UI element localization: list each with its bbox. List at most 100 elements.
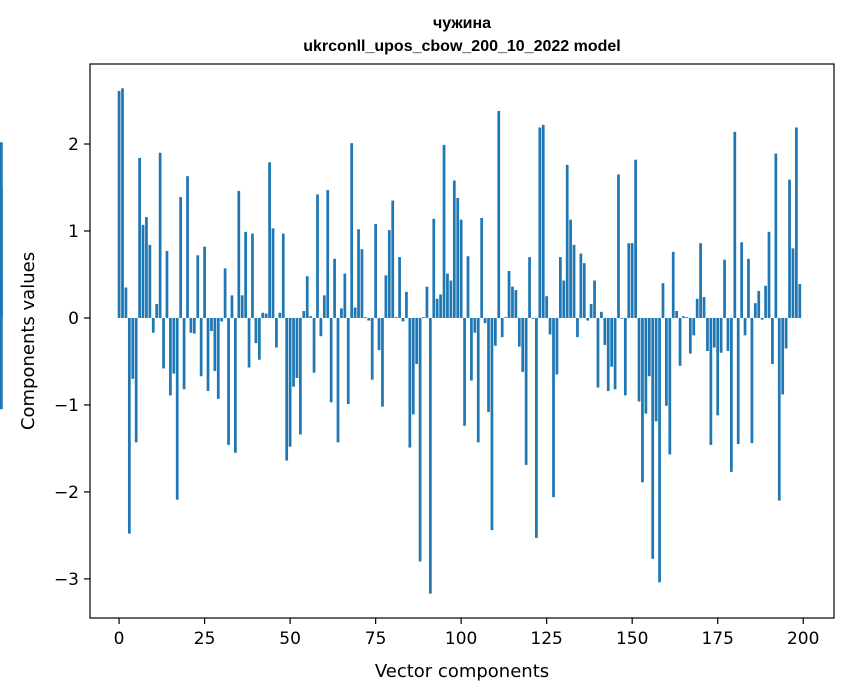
bar — [199, 317, 203, 377]
bar — [456, 197, 460, 318]
bar — [295, 317, 299, 378]
bar — [364, 317, 367, 318]
bar — [127, 317, 131, 534]
x-axis-label: Vector components — [375, 661, 549, 682]
bar — [189, 317, 193, 333]
bar — [562, 280, 566, 318]
bar — [487, 317, 490, 412]
bar — [493, 317, 497, 346]
bar — [678, 317, 682, 366]
bar — [261, 312, 265, 318]
bar — [726, 317, 730, 351]
bar — [278, 312, 282, 318]
bar — [511, 286, 514, 318]
bar — [148, 244, 152, 318]
bar — [644, 317, 648, 414]
bar — [617, 174, 620, 318]
bar — [247, 317, 251, 368]
bar — [552, 317, 555, 498]
bar — [606, 317, 610, 391]
bar — [620, 317, 624, 319]
bar — [131, 317, 135, 379]
y-tick-label: 2 — [68, 135, 79, 155]
bar — [223, 268, 227, 318]
bar — [688, 317, 692, 354]
x-tick-label: 125 — [530, 629, 562, 649]
bar — [268, 162, 271, 318]
bar — [285, 317, 289, 461]
bar — [234, 317, 237, 453]
bar — [613, 317, 617, 390]
bar — [134, 317, 138, 443]
bar — [760, 317, 764, 320]
bar — [367, 317, 371, 321]
x-tick-label: 50 — [279, 629, 301, 649]
bar — [521, 317, 525, 372]
bar — [665, 317, 668, 406]
bar — [175, 317, 179, 500]
bar — [596, 317, 600, 388]
y-tick-label: 1 — [68, 222, 79, 242]
bar — [155, 304, 159, 318]
bar — [182, 317, 186, 390]
bar — [692, 317, 696, 336]
bar — [784, 317, 788, 349]
bar — [230, 295, 234, 318]
bar — [203, 246, 206, 318]
bar — [227, 317, 230, 445]
chart-title: чужина — [433, 15, 491, 32]
bar — [712, 317, 716, 348]
x-tick-label: 0 — [114, 629, 125, 649]
bar — [695, 298, 699, 318]
bar — [514, 290, 518, 318]
bar — [733, 131, 737, 318]
bar — [210, 317, 213, 331]
bar — [329, 317, 333, 403]
y-tick-label: −1 — [54, 396, 79, 416]
bar — [340, 308, 343, 318]
bar — [716, 317, 720, 416]
bar — [476, 317, 480, 443]
bar — [387, 230, 391, 318]
bar — [117, 90, 121, 318]
bar — [572, 244, 576, 318]
bar — [449, 280, 453, 318]
bar — [576, 317, 579, 338]
bar — [162, 317, 165, 369]
bar — [610, 317, 614, 367]
bar — [288, 317, 292, 447]
bar — [627, 243, 631, 318]
bar — [442, 144, 446, 318]
bar — [405, 291, 408, 318]
bar — [497, 110, 501, 318]
bar — [158, 152, 162, 318]
bar — [771, 317, 774, 365]
bar — [647, 317, 651, 377]
bar — [435, 298, 439, 318]
bar — [244, 231, 248, 318]
bar — [408, 317, 412, 448]
bar — [524, 317, 528, 465]
bar — [736, 317, 740, 445]
bar — [299, 317, 302, 435]
bar — [309, 316, 313, 318]
bar — [603, 317, 607, 345]
bar — [719, 317, 723, 353]
bar — [558, 257, 562, 318]
bar — [730, 317, 733, 472]
bar — [254, 317, 258, 344]
bar — [240, 295, 244, 318]
bar — [237, 190, 241, 318]
bar — [757, 290, 761, 318]
x-tick-label: 200 — [787, 629, 819, 649]
bar — [346, 317, 350, 405]
bar — [350, 143, 354, 318]
bar — [777, 317, 781, 501]
bar — [764, 285, 767, 318]
bar — [668, 317, 672, 455]
y-axis-label: Components values — [18, 252, 39, 430]
bar — [504, 317, 507, 318]
bar — [141, 224, 145, 318]
x-tick-label: 75 — [365, 629, 387, 649]
